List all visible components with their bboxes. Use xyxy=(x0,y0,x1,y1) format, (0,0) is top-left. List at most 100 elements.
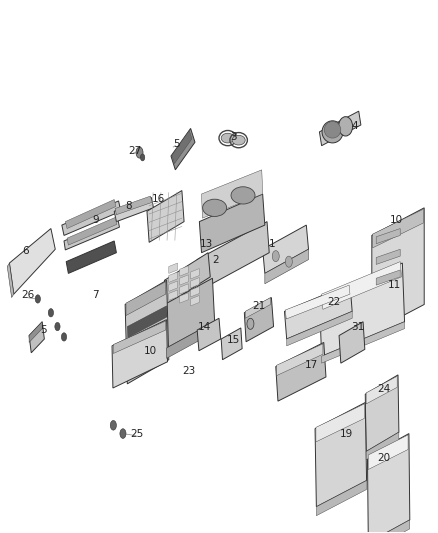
Text: 2: 2 xyxy=(212,255,219,264)
Circle shape xyxy=(110,421,117,430)
Polygon shape xyxy=(112,320,167,388)
Polygon shape xyxy=(316,404,364,442)
Polygon shape xyxy=(127,306,167,337)
Polygon shape xyxy=(147,191,184,243)
Polygon shape xyxy=(62,201,121,236)
Polygon shape xyxy=(126,281,166,316)
Polygon shape xyxy=(66,241,117,273)
Polygon shape xyxy=(180,275,188,285)
Polygon shape xyxy=(321,322,405,363)
Polygon shape xyxy=(245,297,271,318)
Text: 11: 11 xyxy=(388,280,401,290)
Ellipse shape xyxy=(322,121,343,143)
Circle shape xyxy=(141,154,145,161)
Polygon shape xyxy=(172,131,192,164)
Polygon shape xyxy=(169,272,177,282)
Polygon shape xyxy=(319,263,405,356)
Polygon shape xyxy=(368,435,408,470)
Polygon shape xyxy=(67,217,117,245)
Polygon shape xyxy=(263,225,308,273)
Circle shape xyxy=(61,333,67,341)
Polygon shape xyxy=(113,321,166,353)
Circle shape xyxy=(48,309,53,317)
Polygon shape xyxy=(180,293,188,303)
Ellipse shape xyxy=(232,135,245,145)
Polygon shape xyxy=(125,280,169,384)
Text: 9: 9 xyxy=(92,215,99,224)
Polygon shape xyxy=(367,433,410,533)
Polygon shape xyxy=(376,229,400,244)
Polygon shape xyxy=(244,297,274,342)
Polygon shape xyxy=(285,284,352,339)
Polygon shape xyxy=(65,199,116,229)
Circle shape xyxy=(272,251,279,262)
Polygon shape xyxy=(368,520,410,533)
Text: 31: 31 xyxy=(351,321,364,332)
Text: 10: 10 xyxy=(144,346,156,356)
Polygon shape xyxy=(191,269,199,279)
Text: 19: 19 xyxy=(340,429,353,439)
Text: 7: 7 xyxy=(92,290,99,301)
Text: 5: 5 xyxy=(173,139,180,149)
Polygon shape xyxy=(29,322,42,342)
Polygon shape xyxy=(277,344,323,376)
Text: 25: 25 xyxy=(130,429,144,439)
Text: 4: 4 xyxy=(352,122,359,131)
Circle shape xyxy=(286,256,292,267)
Polygon shape xyxy=(191,287,199,297)
Text: 26: 26 xyxy=(21,290,35,301)
Polygon shape xyxy=(366,376,397,404)
Ellipse shape xyxy=(221,133,234,143)
Polygon shape xyxy=(64,218,120,250)
Polygon shape xyxy=(265,249,308,284)
Text: 17: 17 xyxy=(305,360,318,369)
Polygon shape xyxy=(376,249,400,264)
Text: 16: 16 xyxy=(152,194,166,204)
Text: 21: 21 xyxy=(253,301,266,311)
Polygon shape xyxy=(286,285,350,319)
Polygon shape xyxy=(197,318,221,351)
Circle shape xyxy=(55,322,60,330)
Polygon shape xyxy=(321,262,402,309)
Text: 22: 22 xyxy=(327,297,340,308)
Polygon shape xyxy=(171,128,195,170)
Polygon shape xyxy=(315,402,367,507)
Polygon shape xyxy=(169,281,177,292)
Polygon shape xyxy=(365,375,399,451)
Polygon shape xyxy=(372,208,424,332)
Polygon shape xyxy=(169,263,177,273)
Polygon shape xyxy=(373,209,424,248)
Polygon shape xyxy=(316,481,367,516)
Polygon shape xyxy=(376,270,400,285)
Text: 15: 15 xyxy=(226,335,240,345)
Text: 10: 10 xyxy=(390,215,403,224)
Text: 27: 27 xyxy=(128,146,141,156)
Circle shape xyxy=(35,295,40,303)
Polygon shape xyxy=(221,328,242,360)
Polygon shape xyxy=(191,295,199,306)
Text: 1: 1 xyxy=(269,239,276,249)
Polygon shape xyxy=(166,322,215,358)
Polygon shape xyxy=(199,194,265,253)
Polygon shape xyxy=(10,229,55,294)
Ellipse shape xyxy=(324,122,341,138)
Text: 8: 8 xyxy=(125,201,131,211)
Ellipse shape xyxy=(203,199,226,216)
Text: 20: 20 xyxy=(377,453,390,463)
Polygon shape xyxy=(191,278,199,288)
Polygon shape xyxy=(29,322,44,353)
Circle shape xyxy=(247,318,254,329)
Polygon shape xyxy=(114,197,153,222)
Polygon shape xyxy=(197,222,269,290)
Polygon shape xyxy=(7,263,14,297)
Ellipse shape xyxy=(339,117,353,136)
Polygon shape xyxy=(319,111,361,146)
Polygon shape xyxy=(287,311,352,346)
Polygon shape xyxy=(180,284,188,294)
Ellipse shape xyxy=(231,187,255,204)
Polygon shape xyxy=(115,196,152,215)
Text: 6: 6 xyxy=(22,246,29,256)
Polygon shape xyxy=(201,170,263,218)
Text: 23: 23 xyxy=(183,367,196,376)
Polygon shape xyxy=(180,266,188,276)
